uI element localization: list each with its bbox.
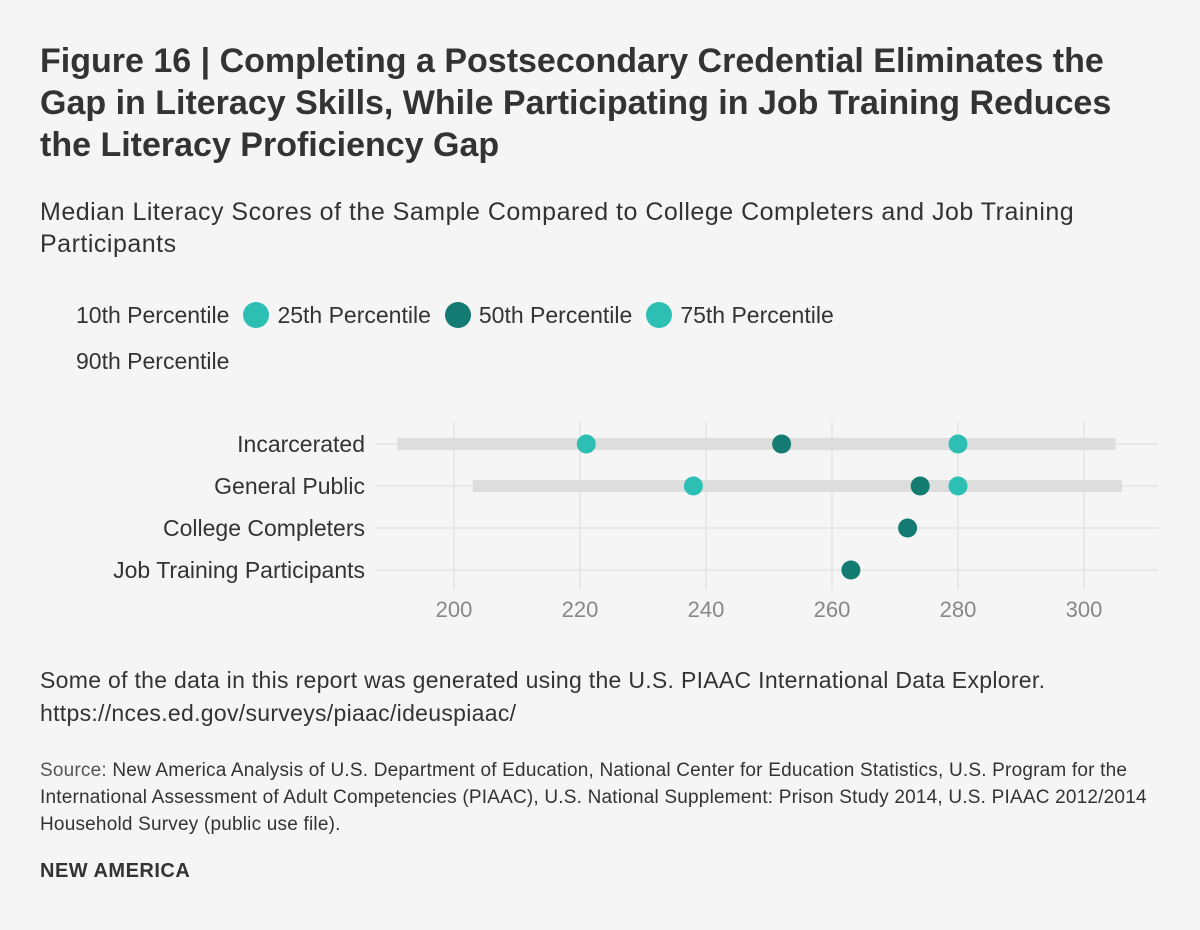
range-bar-incarcerated	[397, 438, 1116, 450]
legend-label-75th: 75th Percentile	[680, 302, 834, 328]
source-label: Source:	[40, 760, 107, 781]
legend-label-90th: 90th Percentile	[76, 348, 230, 374]
dot-p75-incarcerated	[948, 434, 968, 454]
dot-plot-chart: 200 220 240 260 280 300 Incarcerated General Pu…	[113, 422, 1158, 622]
legend-label-25th: 25th Percentile	[277, 302, 431, 328]
source-note: Source: New America Analysis of U.S. Dep…	[40, 757, 1160, 838]
legend-item-10th: 10th Percentile	[76, 300, 229, 330]
x-tick-label-240: 240	[688, 597, 725, 622]
dot-p50-job-training-participants	[841, 560, 861, 580]
category-label-job-training-participants: Job Training Participants	[113, 557, 365, 583]
brand-logo: NEW AMERICA	[40, 860, 191, 882]
dot-p75-general-public	[948, 476, 968, 496]
dot-p50-incarcerated	[772, 434, 792, 454]
x-tick-label-260: 260	[814, 597, 851, 622]
legend-item-25th: 25th Percentile	[243, 300, 431, 330]
dot-p25-incarcerated	[576, 434, 596, 454]
x-tick-label-280: 280	[940, 597, 977, 622]
legend-label-50th: 50th Percentile	[478, 302, 633, 328]
legend-marker-50th	[444, 302, 471, 328]
x-tick-label-220: 220	[562, 597, 599, 622]
legend-item-90th: 90th Percentile	[76, 346, 229, 376]
dot-p25-general-public	[683, 476, 703, 496]
source-text: New America Analysis of U.S. Department …	[40, 760, 1147, 835]
chart-legend: 10th Percentile 25th Percentile 50th Per…	[76, 300, 1076, 376]
chart-subtitle: Median Literacy Scores of the Sample Com…	[40, 198, 1075, 258]
x-tick-label-200: 200	[436, 597, 473, 622]
legend-label-10th: 10th Percentile	[76, 302, 230, 328]
data-note: Some of the data in this report was gene…	[40, 667, 1046, 726]
category-label-incarcerated: Incarcerated	[237, 431, 365, 457]
legend-marker-25th	[243, 302, 270, 328]
category-label-general-public: General Public	[214, 473, 365, 499]
dot-p50-college-completers	[898, 518, 918, 538]
legend-marker-75th	[646, 302, 673, 328]
legend-item-75th: 75th Percentile	[646, 300, 834, 330]
chart-title: Figure 16 | Completing a Postsecondary C…	[40, 42, 1112, 164]
dot-p50-general-public	[910, 476, 930, 496]
legend-item-50th: 50th Percentile	[444, 300, 633, 330]
range-bar-general-public	[472, 480, 1122, 492]
category-label-college-completers: College Completers	[163, 515, 365, 541]
x-tick-label-300: 300	[1066, 597, 1103, 622]
